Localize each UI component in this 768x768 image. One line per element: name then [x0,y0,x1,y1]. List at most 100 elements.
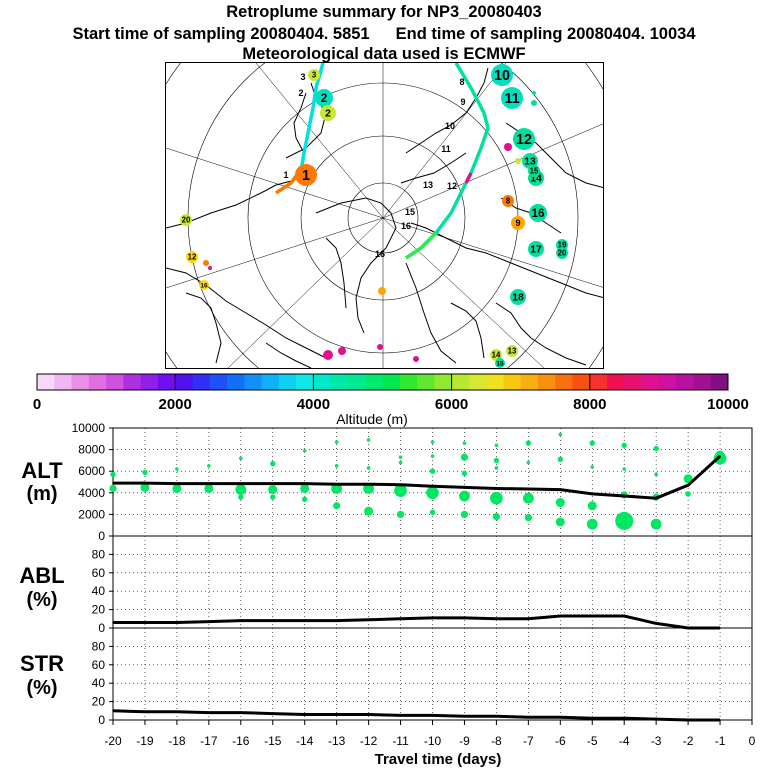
x-tick-label: -16 [232,734,250,748]
colorbar-swatch [399,374,418,390]
centroid-label: 11 [441,144,451,154]
coastline [495,302,587,366]
plume-bubble-label: 20 [182,216,191,225]
series-line [113,454,722,500]
alt-bubble [615,511,634,530]
y-tick-label: 60 [92,566,106,580]
series-point [335,483,338,485]
alt-bubble [460,510,469,518]
centroid-label: 16 [375,249,385,259]
colorbar-swatch [330,374,349,390]
plume-dot [208,266,212,270]
series-point [367,713,370,716]
x-axis-label: Travel time (days) [375,751,502,768]
plume-bubble [315,89,333,107]
plume-bubble-label: 1 [302,168,310,184]
y-tick-label: 6000 [78,464,105,478]
plume-bubble [556,247,568,259]
plume-bubble [180,214,192,226]
series-point [463,715,466,718]
alt-bubble [555,517,565,527]
plume-bubble-label: 15 [530,167,539,176]
alt-bubble [363,483,374,494]
alt-bubble [398,455,403,459]
coastline [405,67,489,154]
series-point [303,619,306,622]
y-tick-label: 10000 [72,421,106,435]
colorbar-swatch [54,374,73,390]
coastline [400,152,467,184]
y-tick-label: 20 [92,603,106,617]
alt-bubble [396,510,405,518]
series-point [655,497,657,500]
y-tick-label: 20 [92,695,106,709]
colorbar-swatch [641,374,660,390]
series-point [687,484,689,487]
colorbar-swatch [347,374,366,390]
trajectory-segment [405,63,490,260]
colorbar-swatch [140,374,159,390]
plume-bubble-label: 12 [516,132,532,148]
colorbar-swatch [296,374,314,390]
alt-bubble [494,466,499,470]
plume-bubble-label: 17 [530,245,542,256]
y-tick-label: 40 [92,584,106,598]
series-point [591,615,594,617]
plume-bubble [511,216,525,230]
alt-bubble [586,518,598,530]
plume-bubble [510,289,526,305]
start-time-label: Start time of sampling 20080404. 5851 [72,25,370,43]
plume-bubble-label: 14 [530,174,542,185]
y-tick-label: 0 [98,713,105,727]
plume-bubble-label: 12 [188,253,197,262]
alt-bubble [522,492,534,504]
alt-bubble [683,474,693,484]
coastline [450,302,485,359]
x-tick-label: -13 [328,734,346,748]
alt-bubble [557,456,563,463]
meridian [227,217,384,368]
x-tick-label: -1 [715,734,726,748]
alt-bubble [461,470,468,477]
colorbar-swatch [382,374,401,390]
x-tick-label: -7 [523,734,534,748]
alt-bubble [653,445,659,452]
colorbar-swatch [88,374,107,390]
plume-bubble-label: 11 [504,91,519,107]
series-point [591,717,594,719]
centroid-label: 3 [300,72,305,82]
x-tick-label: -17 [200,734,218,748]
chart-series [112,454,722,722]
y-tick-label: 8000 [78,443,105,457]
alt-axis-unit: (m) [26,483,57,505]
x-tick-label: -3 [651,734,662,748]
alt-bubble [204,483,214,493]
series-point [335,619,338,622]
plume-bubble [490,349,502,361]
series-point [240,482,242,485]
series-point [559,615,562,617]
colorbar-swatch [106,374,124,390]
series-point [495,487,498,490]
plume-bubble-label: 16 [531,207,545,220]
series-point [208,711,210,714]
colorbar-swatch [503,374,522,390]
x-tick-label: -5 [587,734,598,748]
plume-trajectories [275,63,490,260]
colorbar-swatch [209,374,228,390]
plume-bubble-label: 20 [558,249,567,258]
alt-bubble [142,469,148,475]
plume-dot [338,347,346,355]
x-tick-label: -20 [104,734,122,748]
plume-bubble [495,358,505,368]
colorbar-frame [36,373,729,391]
series-point [495,715,498,718]
plume-bubble [308,69,320,81]
colorbar-swatch [434,374,453,390]
colorbar-swatch [572,374,591,390]
series-point [463,617,466,619]
alt-panel: ALT (m) [21,427,753,537]
series-point [176,621,178,624]
plume-dot [504,143,512,151]
